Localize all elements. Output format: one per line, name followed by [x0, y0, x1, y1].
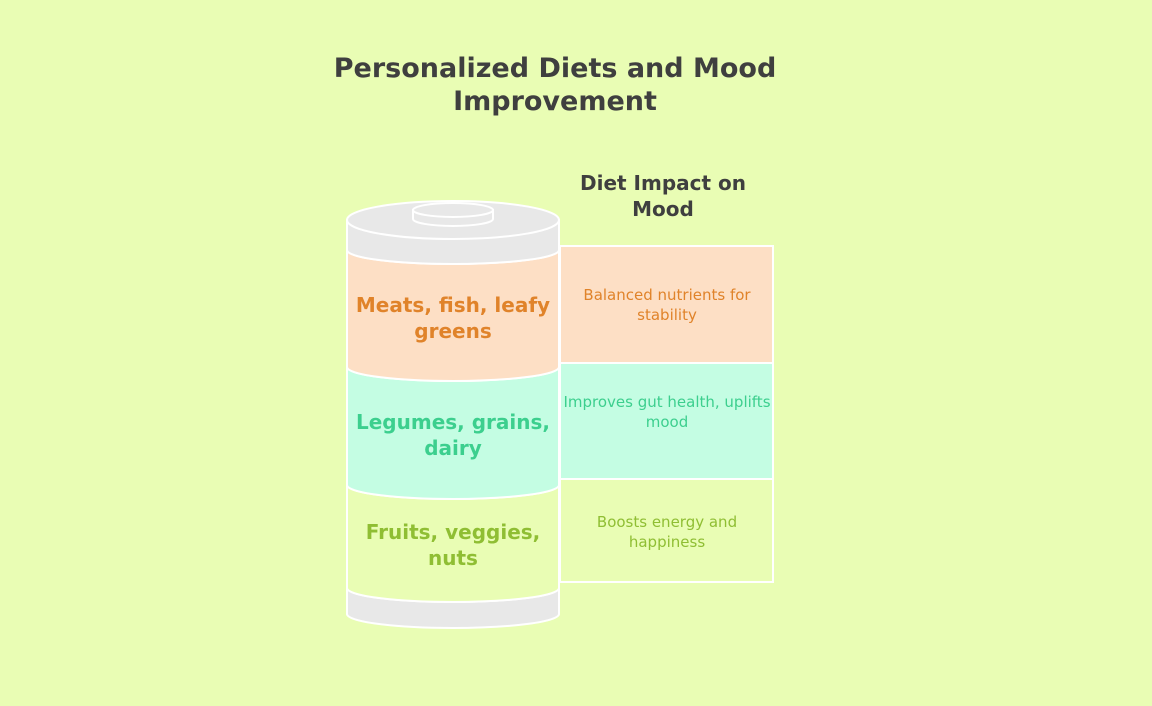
segment-label-1: Meats, fish, leafy greens [355, 293, 551, 343]
segment-label-3: Fruits, veggies, nuts [365, 520, 541, 570]
impact-box-2 [559, 362, 774, 480]
can-lid-knob-top [412, 202, 494, 218]
impact-box-1 [559, 245, 774, 364]
impact-description-3: Boosts energy and happiness [596, 513, 738, 551]
impact-header: Diet Impact on Mood [580, 171, 746, 221]
page-title: Personalized Diets and Mood Improvement [333, 53, 777, 117]
segment-label-2: Legumes, grains, dairy [355, 410, 550, 460]
impact-description-2: Improves gut health, uplifts mood [563, 393, 771, 431]
impact-box-3 [559, 478, 774, 583]
impact-description-1: Balanced nutrients for stability [583, 286, 751, 324]
